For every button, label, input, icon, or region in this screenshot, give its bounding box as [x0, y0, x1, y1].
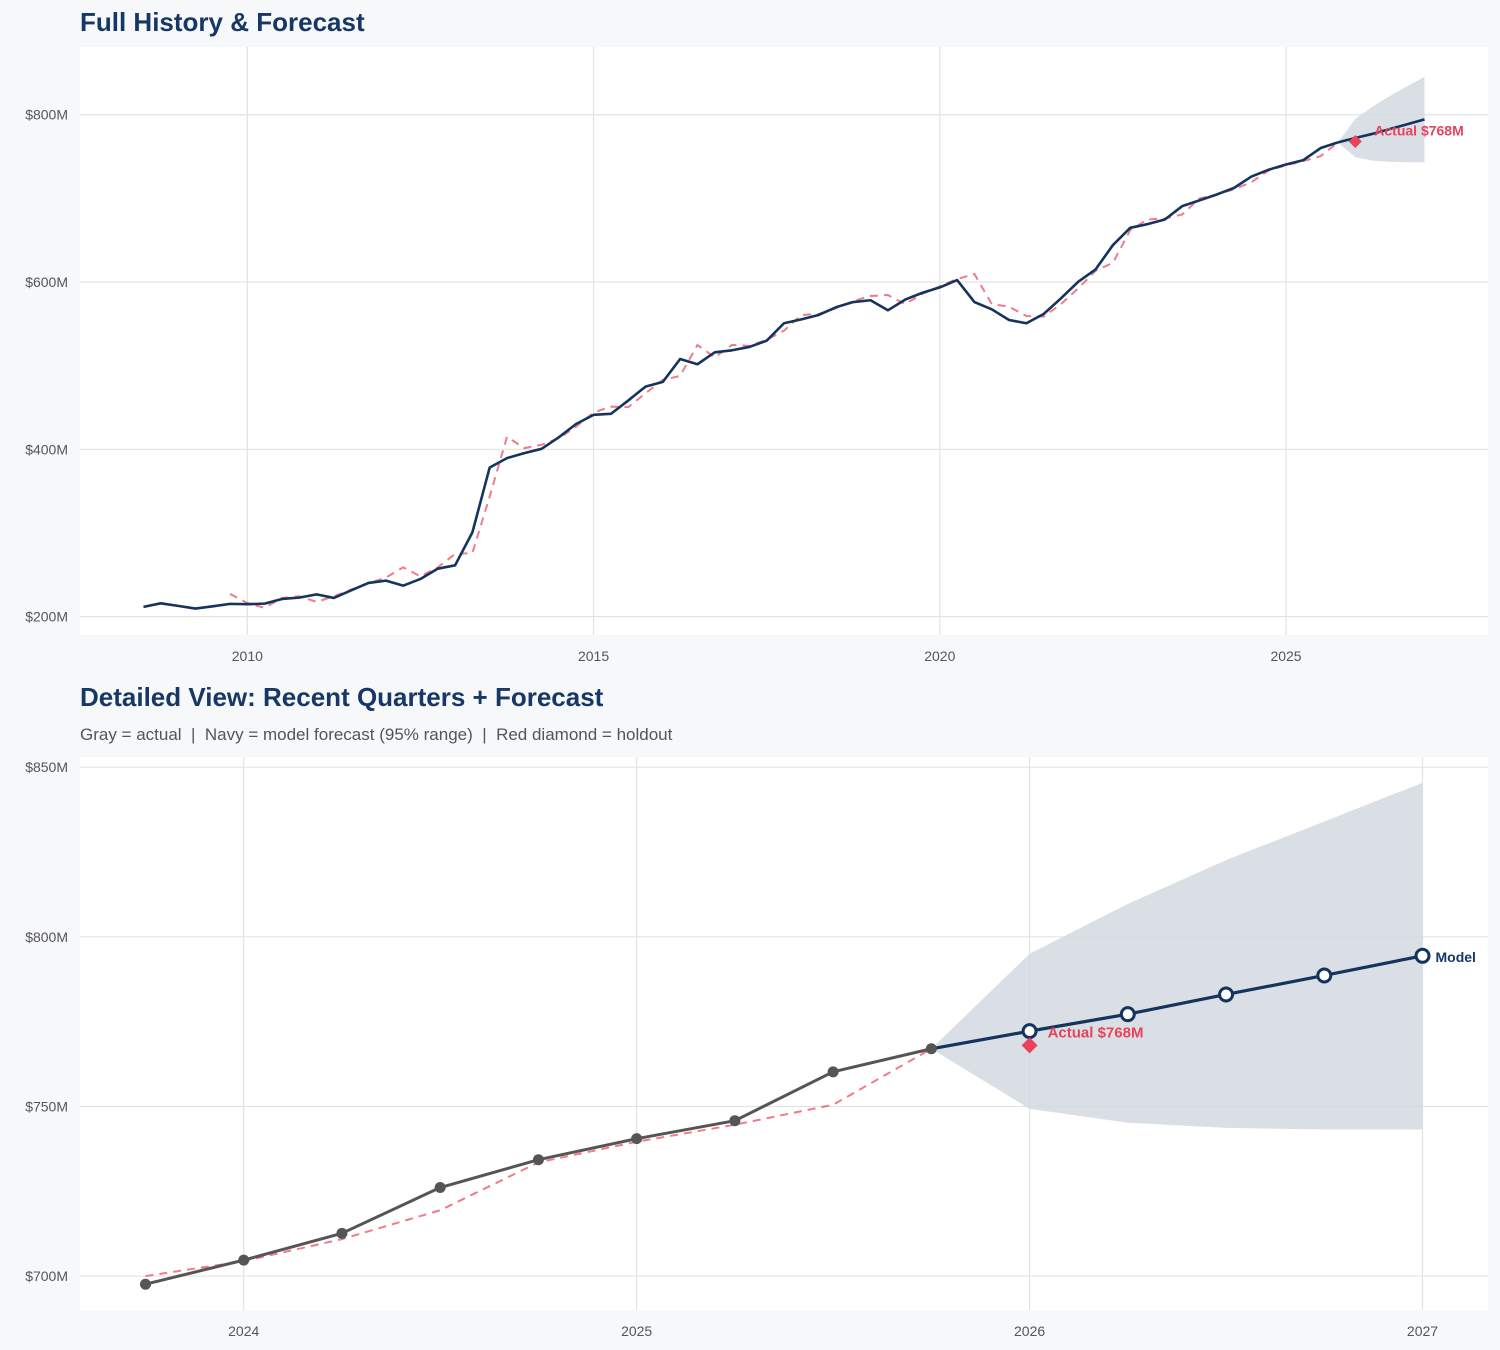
- x-tick-label: 2010: [232, 648, 263, 664]
- top-chart-title: Full History & Forecast: [80, 7, 365, 37]
- actual-point: [139, 1278, 151, 1290]
- actual-point: [336, 1227, 348, 1239]
- forecast-point: [1021, 1023, 1038, 1040]
- x-tick-label: 2024: [228, 1323, 259, 1339]
- holdout-label: Actual $768M: [1048, 1024, 1144, 1041]
- holdout-diamond-marker: [1021, 1037, 1038, 1054]
- y-tick-label: $800M: [25, 107, 68, 123]
- actual-point: [532, 1154, 544, 1166]
- bottom-chart-subtitle: Gray = actual | Navy = model forecast (9…: [80, 725, 673, 744]
- bottom-chart: $700M $750M $800M $850M 2024 2025 2026 2027 Mode…: [25, 757, 1488, 1339]
- x-tick-label: 2015: [578, 648, 609, 664]
- actual-point: [729, 1115, 741, 1127]
- holdout-diamond-marker: [1348, 135, 1362, 149]
- y-tick-label: $200M: [25, 609, 68, 625]
- forecast-point: [1119, 1006, 1136, 1023]
- forecast-95-range-band: [931, 782, 1423, 1130]
- y-tick-label: $700M: [25, 1268, 68, 1284]
- x-tick-label: 2026: [1014, 1323, 1045, 1339]
- actual-point: [827, 1066, 839, 1078]
- y-tick-label: $600M: [25, 274, 68, 290]
- top-chart: $200M $400M $600M $800M 2010 2015 2020 2025 Actu…: [25, 47, 1488, 664]
- fitted-series-line: [229, 141, 1339, 609]
- actual-point: [631, 1133, 643, 1145]
- forecast-point: [1316, 967, 1333, 984]
- forecast-point: [1414, 947, 1431, 964]
- x-tick-label: 2025: [1270, 648, 1301, 664]
- forecast-point: [1218, 986, 1235, 1003]
- holdout-label: Actual $768M: [1374, 123, 1463, 139]
- y-tick-label: $400M: [25, 441, 68, 457]
- actual-point: [238, 1254, 250, 1266]
- x-tick-label: 2025: [621, 1323, 652, 1339]
- x-tick-label: 2027: [1407, 1323, 1438, 1339]
- actual-point: [925, 1043, 937, 1055]
- actual-series-line: [143, 141, 1339, 610]
- actual-point: [434, 1182, 446, 1194]
- y-tick-label: $800M: [25, 929, 68, 945]
- bottom-chart-title: Detailed View: Recent Quarters + Forecas…: [80, 682, 604, 712]
- forecast-series-line: [931, 954, 1423, 1051]
- model-label: Model: [1436, 949, 1476, 965]
- x-tick-label: 2020: [924, 648, 955, 664]
- plot-area: [80, 47, 1488, 635]
- y-tick-label: $850M: [25, 759, 68, 775]
- y-tick-label: $750M: [25, 1098, 68, 1114]
